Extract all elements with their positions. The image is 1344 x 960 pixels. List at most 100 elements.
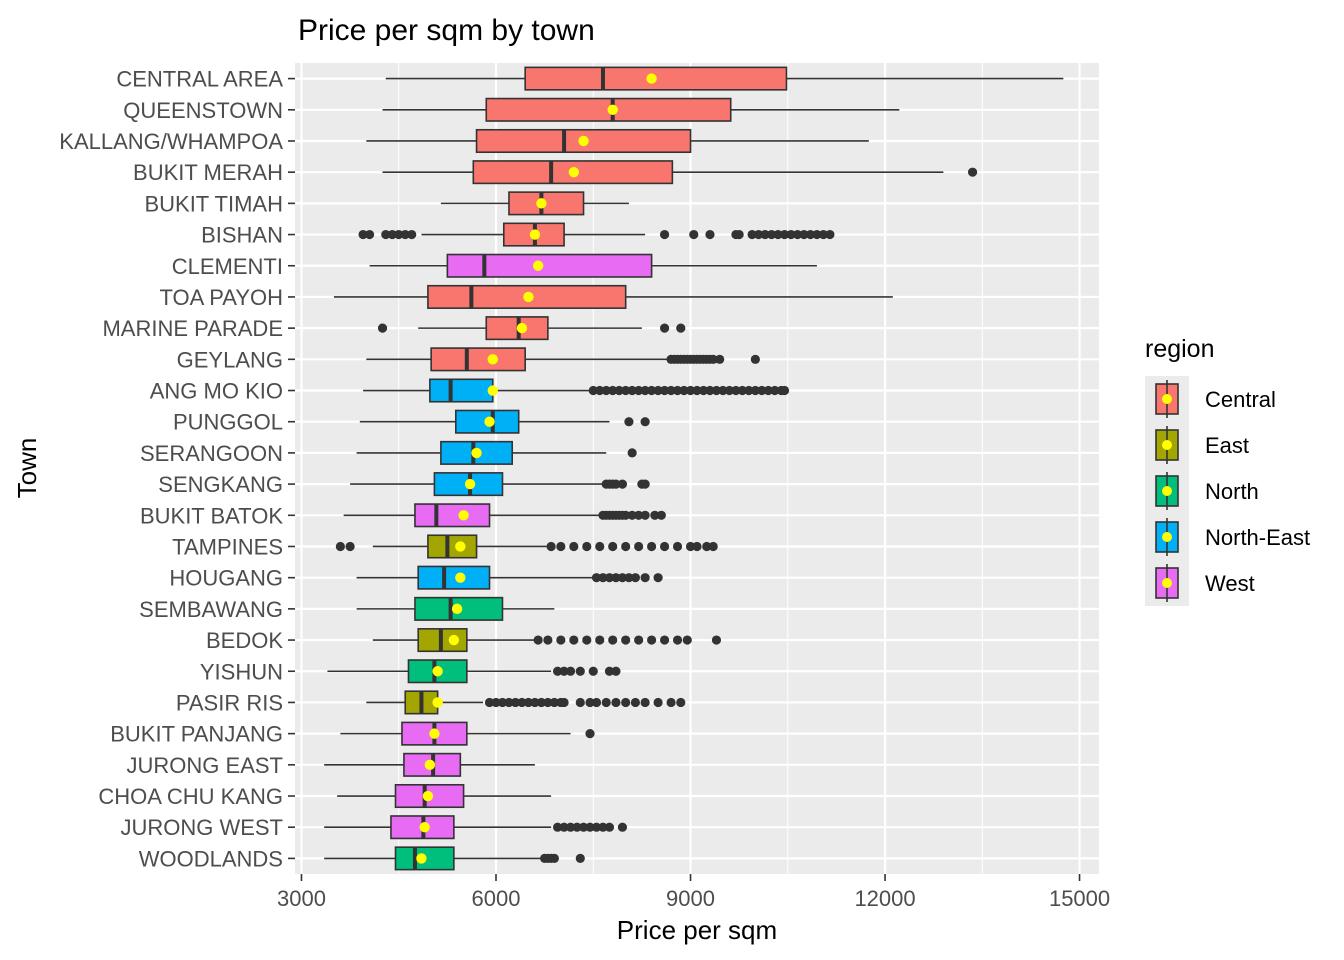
outlier-point — [591, 573, 602, 583]
mean-point — [536, 198, 547, 209]
outlier-point — [358, 229, 368, 240]
outlier-point — [731, 385, 741, 396]
legend-key-mean — [1162, 532, 1172, 542]
outlier-point — [770, 385, 780, 396]
box-group — [327, 659, 621, 684]
outlier-point — [698, 385, 709, 396]
outlier-point — [611, 666, 621, 676]
outlier-point — [575, 853, 585, 864]
mean-point — [607, 104, 618, 115]
outlier-point — [601, 385, 611, 396]
outlier-point — [779, 229, 790, 240]
mean-point — [471, 447, 482, 459]
box — [429, 378, 494, 403]
legend-entry: North-East — [1155, 518, 1310, 556]
legend-key-mean — [1162, 440, 1172, 450]
y-tick-label: SENGKANG — [158, 472, 283, 497]
outlier-point — [825, 229, 835, 240]
outlier-point — [608, 385, 618, 396]
box-group — [382, 97, 900, 122]
outlier-point — [711, 385, 722, 396]
outlier-point — [640, 573, 650, 583]
legend-entry: West — [1155, 564, 1255, 602]
outlier-point — [705, 229, 715, 240]
outlier-point — [763, 385, 773, 396]
outlier-point — [792, 229, 803, 240]
box-group — [324, 752, 535, 777]
outlier-point — [647, 635, 657, 645]
y-tick-label: BEDOK — [206, 628, 283, 653]
outlier-point — [672, 541, 683, 552]
legend: region Central East North North-East West — [1145, 335, 1310, 606]
outlier-point — [672, 635, 683, 645]
outlier-point — [779, 385, 790, 396]
outlier-point — [381, 229, 391, 240]
box — [430, 347, 526, 372]
mean-point — [448, 634, 460, 646]
mean-point — [419, 822, 430, 833]
outlier-point — [552, 822, 563, 832]
y-tick-label: BISHAN — [201, 223, 283, 248]
outlier-point — [676, 323, 686, 333]
outlier-point — [659, 541, 670, 552]
box — [427, 534, 478, 559]
outlier-point — [504, 697, 514, 708]
x-tick-label: 15000 — [1049, 886, 1110, 911]
outlier-point — [753, 229, 764, 240]
y-tick-label: CENTRAL AREA — [116, 67, 283, 92]
outlier-point — [967, 167, 978, 177]
x-tick-label: 6000 — [472, 886, 521, 911]
outlier-point — [530, 697, 540, 708]
mean-point — [487, 354, 498, 365]
mean-point — [646, 73, 657, 84]
outlier-point — [715, 354, 725, 364]
outlier-point — [757, 385, 767, 396]
box — [414, 503, 491, 528]
outlier-point — [549, 697, 559, 708]
box-group — [382, 160, 978, 185]
box-group — [337, 783, 552, 809]
outlier-point — [685, 385, 696, 396]
mean-point — [484, 416, 495, 427]
outlier-point — [523, 697, 534, 708]
legend-entry: Central — [1155, 380, 1276, 418]
mean-point — [487, 385, 498, 396]
x-axis-title: Price per sqm — [617, 915, 777, 945]
legend-label: East — [1205, 433, 1249, 458]
x-tick-label: 9000 — [666, 886, 715, 911]
y-axis-title: Town — [12, 438, 42, 499]
plot-area: CENTRAL AREA QUEENSTOWN KALLANG/WHAMPOA BUK… — [59, 63, 1110, 911]
box-group — [377, 316, 686, 341]
outlier-point — [672, 385, 683, 396]
legend-entry: North — [1155, 472, 1259, 510]
y-tick-label: SERANGOON — [140, 441, 283, 466]
box-group — [356, 565, 663, 590]
outlier-point — [711, 635, 722, 645]
outlier-point — [640, 417, 650, 427]
y-tick-label: SEMBAWANG — [139, 597, 283, 622]
panel-background — [295, 63, 1099, 874]
box-group — [440, 191, 629, 216]
outlier-point — [497, 697, 508, 708]
y-tick-label: CHOA CHU KANG — [98, 784, 283, 809]
mean-point — [416, 853, 427, 864]
box-group — [385, 66, 1064, 91]
legend-title: region — [1145, 335, 1215, 363]
outlier-point — [621, 541, 631, 552]
outlier-point — [491, 697, 501, 708]
outlier-point — [533, 635, 543, 645]
outlier-point — [766, 229, 777, 240]
outlier-point — [611, 697, 621, 708]
y-tick-label: BUKIT BATOK — [140, 503, 283, 528]
outlier-point — [575, 666, 585, 676]
y-tick-label: CLEMENTI — [172, 254, 283, 279]
outlier-point — [786, 229, 796, 240]
outlier-point — [630, 573, 641, 583]
y-tick-label: QUEENSTOWN — [123, 98, 283, 123]
box-group — [340, 721, 595, 746]
outlier-point — [634, 541, 644, 552]
outlier-point — [552, 666, 563, 676]
box-group — [343, 503, 666, 528]
outlier-point — [666, 385, 676, 396]
outlier-point — [549, 853, 559, 864]
